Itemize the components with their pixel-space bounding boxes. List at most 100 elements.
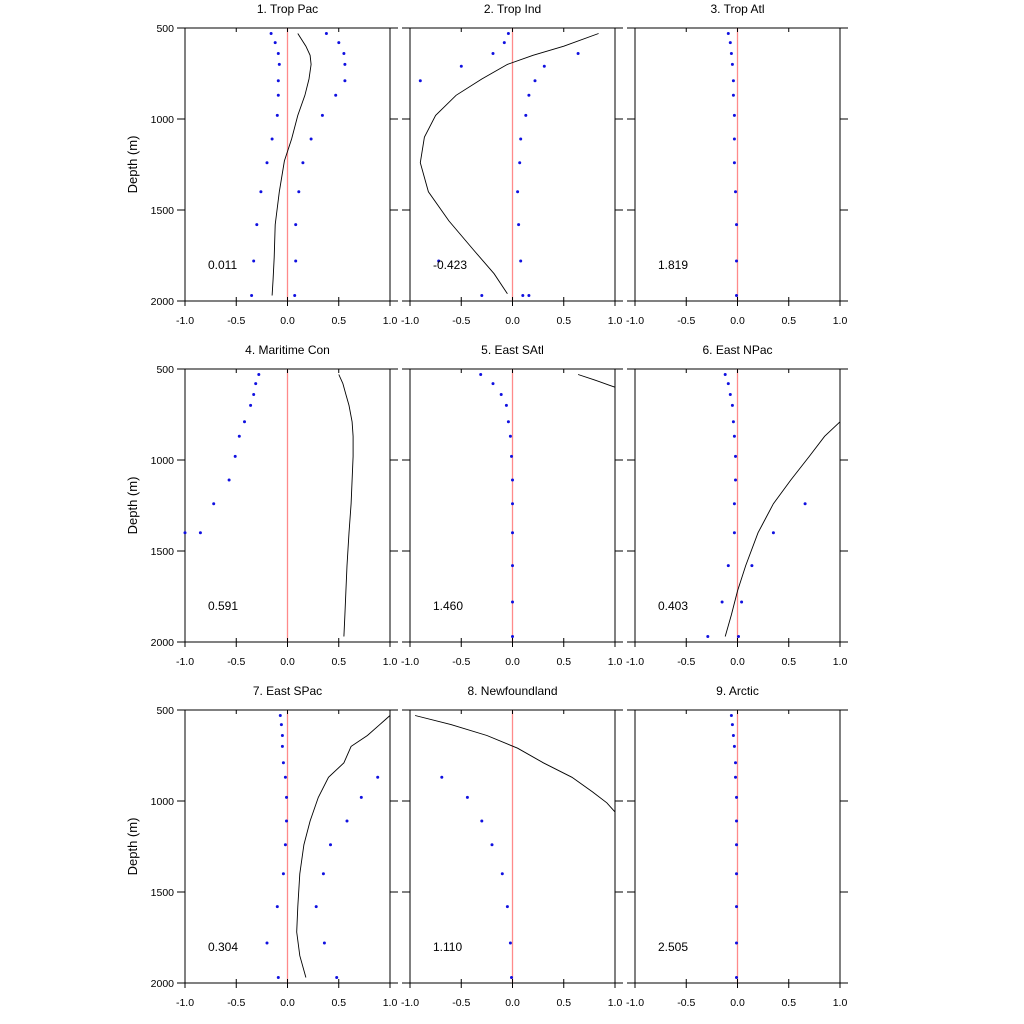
data-point	[735, 872, 738, 876]
data-point	[730, 62, 734, 66]
panel-title: 2. Trop Ind	[484, 2, 541, 16]
data-point	[345, 819, 349, 823]
panel-3: -1.0 -0.5 0.0 0.5 1.0 3. Trop Atl 1.819	[626, 2, 848, 327]
annotation-value: 0.591	[208, 599, 238, 613]
data-point	[803, 502, 807, 506]
x-tick-label: -0.5	[227, 997, 245, 1009]
panel-7: -1.0 -0.5 0.0 0.5 1.0 500 1000 1500 2000 7. East …	[125, 684, 398, 1009]
data-point	[337, 41, 341, 45]
annotation-value: 2.505	[658, 940, 688, 954]
data-point	[734, 775, 737, 779]
data-point	[730, 723, 734, 727]
annotation-value: -0.423	[433, 258, 467, 272]
x-tick-label: 0.0	[505, 997, 520, 1009]
data-point	[324, 32, 328, 35]
y-tick-label: 1500	[151, 887, 175, 899]
data-point	[265, 161, 269, 165]
data-point	[576, 52, 580, 55]
data-point	[735, 819, 738, 823]
data-point	[276, 976, 280, 979]
data-point	[516, 190, 520, 194]
data-point	[294, 223, 298, 227]
x-tick-label: 1.0	[833, 997, 848, 1009]
data-point	[734, 454, 737, 458]
y-tick-label: 2000	[151, 978, 175, 990]
data-point	[732, 113, 736, 117]
panel-title: 5. East SAtl	[481, 343, 544, 357]
data-point	[265, 941, 269, 945]
annotation-value: 1.110	[433, 940, 462, 954]
panel-8: -1.0 -0.5 0.0 0.5 1.0 8. Newfoundland 1.110	[401, 684, 623, 1009]
data-point	[518, 161, 522, 165]
data-point	[255, 223, 259, 227]
x-tick-label: -1.0	[401, 656, 419, 668]
x-tick-label: -0.5	[452, 656, 470, 668]
profile-curve	[271, 33, 312, 296]
y-axis-label: Depth (m)	[125, 477, 140, 535]
data-point	[320, 113, 324, 117]
data-point	[257, 373, 261, 376]
x-tick-label: 0.0	[505, 656, 520, 668]
x-tick-label: 1.0	[383, 997, 398, 1009]
data-point	[731, 420, 735, 424]
data-point	[277, 62, 281, 66]
panel-title: 7. East SPac	[253, 684, 322, 698]
data-point	[706, 635, 710, 638]
data-point	[281, 761, 285, 765]
data-point	[510, 976, 513, 979]
data-point	[731, 734, 735, 737]
panel-6: -1.0 -0.5 0.0 0.5 1.0 6. East NPac 0.403	[626, 343, 848, 668]
data-point	[329, 843, 332, 847]
x-tick-label: -1.0	[401, 997, 419, 1009]
data-point	[729, 714, 733, 717]
x-tick-label: 0.0	[730, 315, 745, 327]
data-point	[505, 905, 509, 909]
data-point	[519, 137, 523, 141]
data-point	[270, 137, 274, 141]
x-tick-label: -1.0	[176, 315, 194, 327]
data-point	[233, 454, 237, 458]
x-tick-label: 1.0	[383, 656, 398, 668]
x-tick-label: 0.0	[505, 315, 520, 327]
data-point	[281, 872, 285, 876]
data-point	[275, 905, 279, 909]
data-point	[285, 795, 288, 799]
data-point	[301, 161, 305, 165]
x-tick-label: -1.0	[626, 315, 644, 327]
panel-title: 6. East NPac	[702, 343, 772, 357]
x-tick-label: 0.5	[331, 656, 346, 668]
x-tick-label: 0.0	[280, 315, 295, 327]
data-point	[376, 775, 380, 779]
profile-curve	[414, 715, 616, 813]
data-point	[285, 819, 288, 823]
data-point	[314, 905, 318, 909]
data-point	[740, 600, 744, 604]
panel-title: 4. Maritime Con	[245, 343, 330, 357]
data-point	[735, 941, 738, 945]
y-axis-label: Depth (m)	[125, 136, 140, 194]
x-tick-label: -1.0	[626, 997, 644, 1009]
data-point	[533, 79, 537, 83]
data-point	[490, 843, 494, 847]
data-point	[734, 761, 737, 765]
data-point	[250, 294, 254, 297]
x-tick-label: 1.0	[833, 656, 848, 668]
data-point	[771, 531, 775, 535]
panel-5: -1.0 -0.5 0.0 0.5 1.0 5. East SAtl 1.460	[401, 343, 623, 668]
data-point	[735, 976, 738, 979]
x-tick-label: -0.5	[677, 656, 695, 668]
profile-curve	[724, 421, 841, 637]
data-point	[275, 113, 279, 117]
data-point	[297, 190, 301, 194]
data-point	[500, 872, 504, 876]
data-point	[418, 79, 422, 83]
x-tick-label: 0.0	[730, 656, 745, 668]
data-point	[506, 420, 510, 424]
x-tick-label: 1.0	[833, 315, 848, 327]
y-axis-label: Depth (m)	[125, 818, 140, 876]
data-point	[359, 795, 363, 799]
data-point	[212, 502, 216, 506]
data-point	[542, 64, 546, 68]
y-tick-label: 1000	[151, 796, 175, 808]
data-point	[735, 294, 738, 297]
